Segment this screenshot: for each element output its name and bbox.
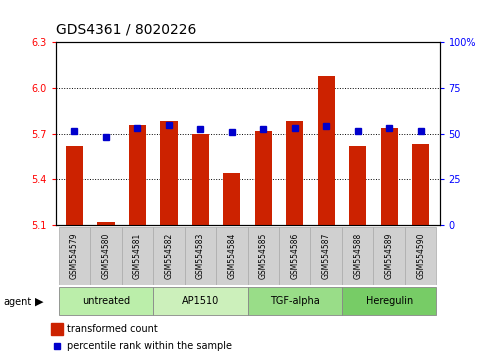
Bar (405, 227, 436, 285)
Bar (279, 227, 311, 285)
Text: GDS4361 / 8020226: GDS4361 / 8020226 (56, 22, 196, 36)
Bar (286, 121, 303, 225)
Text: GSM554589: GSM554589 (384, 233, 394, 279)
Text: GSM554586: GSM554586 (290, 233, 299, 279)
Bar (97, 222, 114, 225)
Bar (129, 125, 146, 225)
Bar (248, 227, 279, 285)
Bar (122, 227, 153, 285)
Text: GSM554587: GSM554587 (322, 233, 331, 279)
Bar (311, 227, 342, 285)
Bar (160, 121, 178, 225)
Text: GSM554583: GSM554583 (196, 233, 205, 279)
Text: Heregulin: Heregulin (366, 296, 413, 306)
Bar (317, 76, 335, 225)
Text: GSM554581: GSM554581 (133, 233, 142, 279)
Bar (185, 227, 216, 285)
Bar (216, 227, 248, 285)
Bar (412, 144, 429, 225)
Text: GSM554588: GSM554588 (353, 233, 362, 279)
Bar (342, 227, 373, 285)
Text: transformed count: transformed count (67, 324, 157, 334)
Bar (51, 323, 63, 335)
Bar (255, 131, 272, 225)
Text: GSM554584: GSM554584 (227, 233, 236, 279)
Bar (248, 287, 342, 315)
Bar (192, 133, 209, 225)
Text: GSM554590: GSM554590 (416, 233, 425, 279)
Bar (373, 227, 405, 285)
Bar (59, 227, 90, 285)
Bar (153, 287, 248, 315)
Bar (349, 146, 366, 225)
Text: AP1510: AP1510 (182, 296, 219, 306)
Bar (90, 227, 122, 285)
Bar (66, 146, 83, 225)
Bar (153, 227, 185, 285)
Bar (381, 127, 398, 225)
Bar (59, 287, 153, 315)
Text: GSM554585: GSM554585 (259, 233, 268, 279)
Text: GSM554580: GSM554580 (101, 233, 111, 279)
Bar (342, 287, 436, 315)
Text: GSM554579: GSM554579 (70, 233, 79, 279)
Text: untreated: untreated (82, 296, 130, 306)
Text: agent: agent (4, 297, 32, 307)
Text: ▶: ▶ (35, 297, 43, 307)
Text: GSM554582: GSM554582 (164, 233, 173, 279)
Bar (223, 173, 241, 225)
Text: percentile rank within the sample: percentile rank within the sample (67, 341, 232, 351)
Text: TGF-alpha: TGF-alpha (270, 296, 320, 306)
